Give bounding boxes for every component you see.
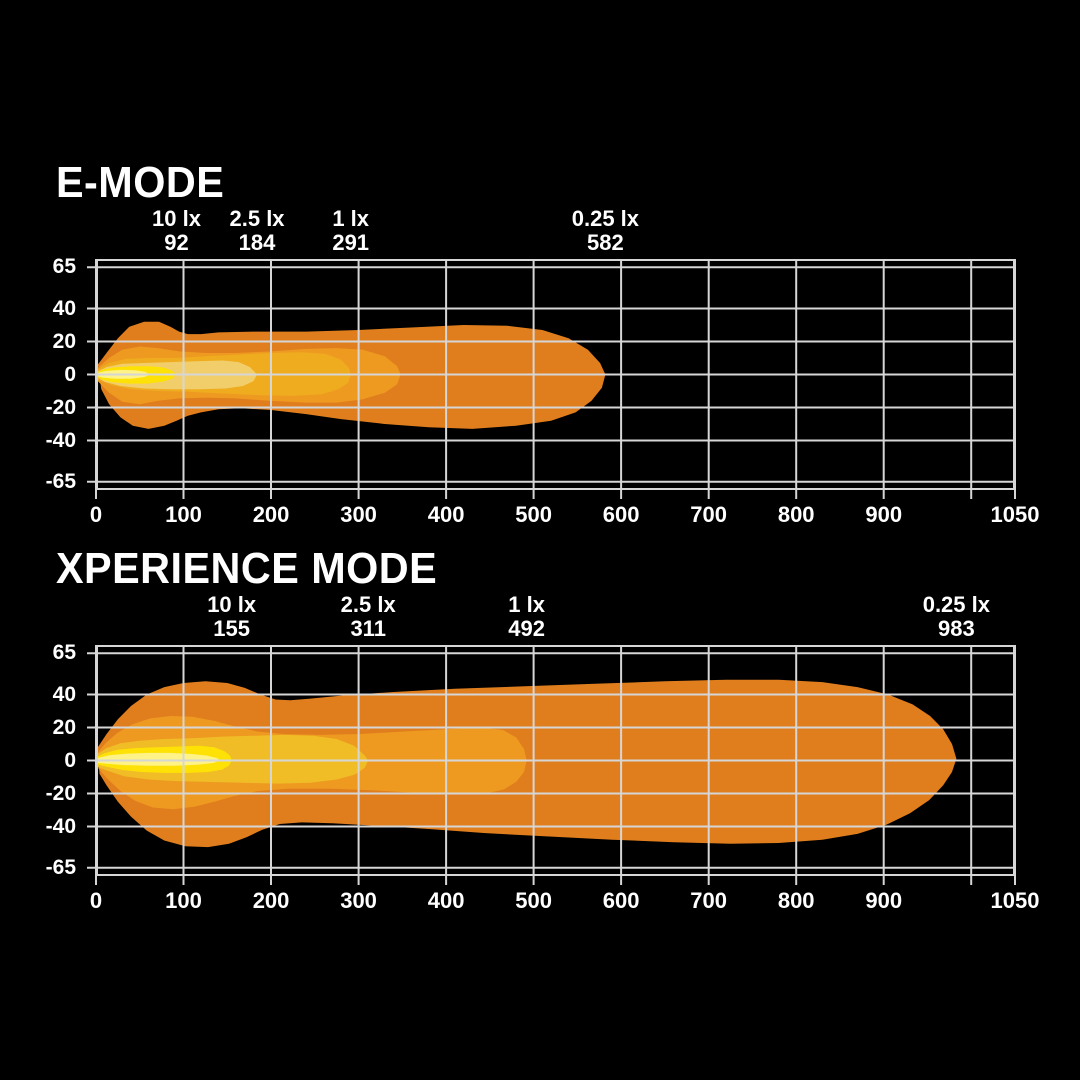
- x-axis-label: 0: [89, 502, 103, 527]
- y-axis-label: -40: [45, 428, 76, 452]
- y-axis-label: 40: [52, 682, 76, 706]
- annotation-distance: 582: [587, 230, 624, 255]
- beam-band-zone-0.25lx: [97, 679, 957, 848]
- annotation-distance: 983: [937, 616, 975, 641]
- annotation-lux: 2.5 lx: [340, 592, 396, 617]
- x-axis-label: 600: [602, 888, 640, 913]
- annotation-distance: 311: [350, 616, 386, 641]
- x-axis-label: 100: [165, 502, 202, 527]
- annotation-10lx: 10 lx 155: [157, 593, 307, 641]
- x-axis-label: 100: [165, 888, 202, 913]
- x-axis-label: 700: [690, 502, 728, 527]
- annotation-25lx: 2.5 lx 184: [182, 207, 332, 255]
- plot-border: [96, 645, 1015, 876]
- x-axis-label: 600: [602, 502, 640, 527]
- chart-title-emode: E-MODE: [56, 158, 225, 207]
- chart-title-xperience: XPERIENCE MODE: [56, 544, 438, 593]
- annotation-025lx: 0.25 lx 983: [881, 593, 1031, 641]
- annotation-distance: 92: [164, 230, 189, 255]
- annotation-lux: 1 lx: [332, 206, 370, 231]
- gridlines: [87, 259, 1016, 499]
- annotation-1lx: 1 lx 492: [452, 593, 602, 641]
- annotation-lux: 2.5 lx: [229, 206, 285, 231]
- x-axis-label: 700: [690, 888, 728, 913]
- y-axis-label: 0: [64, 362, 76, 386]
- y-axis-label: 20: [52, 329, 76, 353]
- y-axis-label: -20: [45, 395, 76, 419]
- annotation-distance: 155: [213, 616, 251, 641]
- annotation-distance: 291: [332, 230, 370, 255]
- annotation-10lx: 10 lx 92: [102, 207, 252, 255]
- y-axis-label: 65: [52, 641, 76, 665]
- x-axis-label: 1050: [990, 502, 1040, 527]
- x-axis-label: 500: [515, 502, 552, 527]
- y-axis-label: 40: [52, 296, 76, 320]
- x-axis-label: 200: [252, 888, 290, 913]
- x-axis-label: 200: [252, 502, 290, 527]
- annotation-distance: 184: [238, 230, 276, 255]
- x-axis-label: 900: [865, 502, 903, 527]
- y-axis-label: -65: [45, 469, 76, 493]
- y-axis-label: 65: [52, 255, 76, 279]
- annotation-distance: 492: [508, 616, 545, 641]
- annotation-025lx: 0.25 lx 582: [530, 207, 680, 255]
- y-axis-label: -40: [45, 814, 76, 838]
- x-axis-label: 800: [777, 888, 815, 913]
- beam-plot-xperience: [87, 645, 1016, 885]
- x-axis-label: 1050: [990, 888, 1040, 913]
- gridlines: [87, 645, 1016, 885]
- x-axis-label: 800: [777, 502, 815, 527]
- x-axis-label: 300: [340, 502, 377, 527]
- plot-border: [96, 259, 1015, 490]
- y-axis-label: 20: [52, 715, 76, 739]
- x-axis-label: 0: [89, 888, 103, 913]
- annotation-25lx: 2.5 lx 311: [293, 593, 443, 641]
- y-axis-label: -65: [45, 855, 76, 879]
- annotation-lux: 0.25 lx: [922, 592, 990, 617]
- annotation-lux: 1 lx: [508, 592, 545, 617]
- x-axis-label: 400: [427, 888, 465, 913]
- annotation-lux: 0.25 lx: [571, 206, 640, 231]
- x-axis-label: 500: [515, 888, 552, 913]
- annotation-1lx: 1 lx 291: [276, 207, 426, 255]
- beam-plot-emode: [87, 259, 1016, 499]
- x-axis-label: 300: [340, 888, 377, 913]
- y-axis-label: -20: [45, 781, 76, 805]
- beam-band-hotspot-core: [97, 752, 221, 766]
- annotation-lux: 10 lx: [207, 592, 257, 617]
- y-axis-label: 0: [64, 748, 76, 772]
- x-axis-label: 400: [427, 502, 465, 527]
- annotation-lux: 10 lx: [152, 206, 201, 231]
- x-axis-label: 900: [865, 888, 903, 913]
